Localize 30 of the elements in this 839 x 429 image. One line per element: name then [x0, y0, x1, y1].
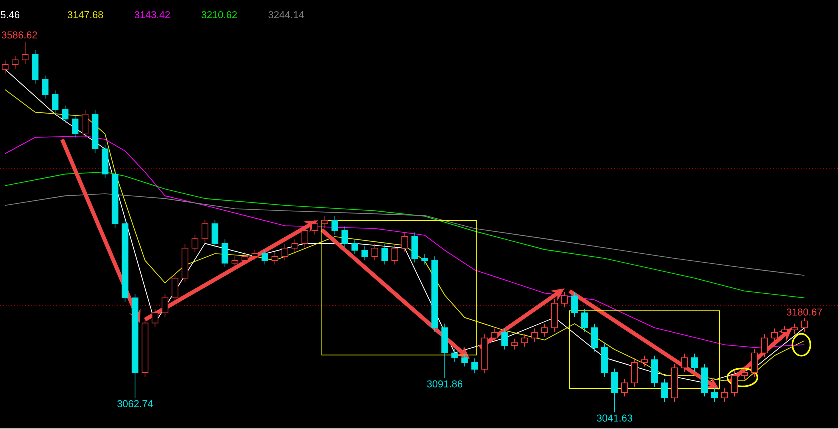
candlestick [512, 338, 518, 350]
candlestick [412, 232, 418, 264]
annotation: 3041.63 [597, 414, 632, 422]
candlestick [372, 244, 378, 262]
candlestick [502, 328, 508, 350]
candlestick [522, 334, 528, 348]
text: 3586.62 [2, 32, 38, 39]
text: 5.46 [1, 12, 20, 19]
annotation: 3091.86 [427, 380, 463, 388]
candlestick [362, 246, 368, 262]
annotation: 3180.67 [786, 308, 822, 316]
candlestick [402, 232, 408, 254]
text: 3143.42 [134, 12, 170, 19]
candlestick [322, 216, 328, 229]
candlestick [432, 256, 438, 333]
candlestick [472, 358, 478, 374]
candlestick [382, 244, 388, 266]
candlestick [352, 239, 358, 256]
candlestick [342, 226, 348, 248]
candlestick [492, 328, 498, 343]
candlestick [482, 334, 488, 374]
annotation: 3062.74 [118, 400, 154, 408]
text: 3244.14 [268, 12, 304, 19]
candlestick [452, 348, 458, 363]
text: 3147.68 [68, 12, 104, 19]
candlestick [332, 216, 338, 236]
candlestick [422, 254, 428, 266]
text: 3210.62 [202, 12, 238, 19]
candlestick [442, 324, 448, 379]
candlestick [392, 244, 398, 266]
